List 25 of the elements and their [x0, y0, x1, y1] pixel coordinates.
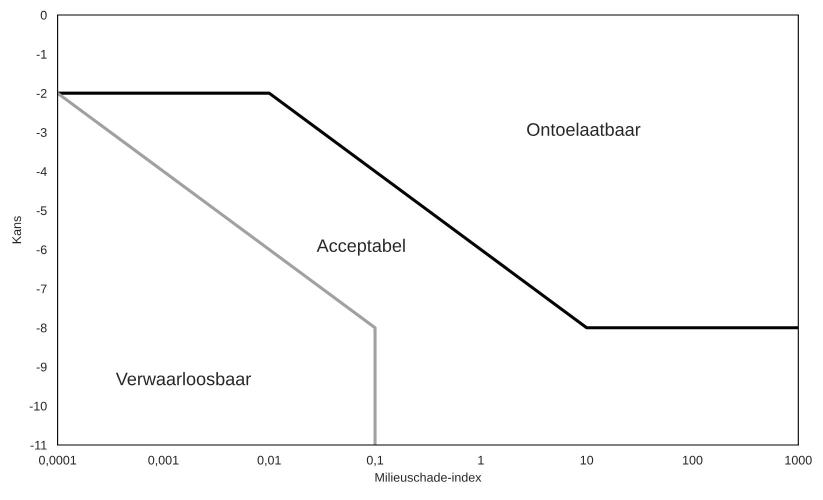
y-tick-label: -3 — [36, 128, 47, 137]
x-tick-label: 1 — [478, 456, 484, 464]
y-axis-title: Kans — [12, 216, 22, 244]
x-tick-label: 0,0001 — [38, 456, 76, 466]
x-tick-label: 1000 — [785, 456, 812, 465]
y-tick-label: -6 — [36, 245, 47, 254]
annotation: Ontoelaatbaar — [527, 122, 640, 136]
y-tick-label: -11 — [30, 440, 47, 450]
y-tick-label: -1 — [36, 50, 47, 59]
x-axis-title: Milieuschade-index — [375, 472, 482, 482]
x-tick-label: 0,1 — [366, 456, 384, 466]
annotation: Verwaarloosbaar — [116, 372, 251, 386]
y-tick-label: -5 — [36, 206, 47, 216]
y-tick-label: -8 — [36, 324, 47, 332]
y-tick-label: -4 — [36, 167, 47, 176]
y-tick-label: -7 — [36, 284, 47, 294]
x-tick-label: 0,001 — [148, 456, 178, 466]
x-tick-label: 10 — [580, 456, 594, 465]
y-tick-label: -9 — [36, 362, 47, 372]
y-tick-label: 0 — [40, 10, 47, 20]
annotation: Acceptabel — [316, 238, 405, 256]
x-tick-label: 0,01 — [258, 456, 281, 466]
y-tick-label: -10 — [30, 402, 47, 411]
x-tick-label: 100 — [683, 456, 702, 465]
y-tick-label: -2 — [36, 88, 47, 98]
